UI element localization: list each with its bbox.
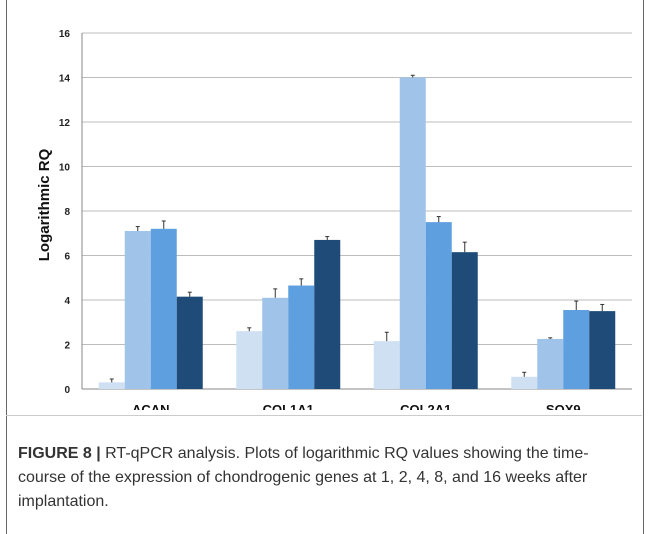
x-tick-label: ACAN	[132, 402, 170, 410]
bar	[314, 239, 341, 389]
bar	[425, 222, 452, 389]
y-axis-label: Logarithmic RQ	[36, 148, 53, 261]
x-tick-label: COL1A1	[263, 402, 314, 410]
bar	[537, 338, 564, 389]
caption-divider	[6, 415, 642, 416]
figure-label: FIGURE 8 |	[18, 445, 101, 462]
bar	[236, 331, 263, 389]
y-tick-label: 12	[59, 118, 71, 129]
bar	[262, 297, 289, 389]
y-tick-label: 10	[59, 163, 71, 174]
x-tick-label: COL2A1	[400, 402, 451, 410]
bar	[373, 341, 400, 389]
figure-caption: FIGURE 8 | RT-qPCR analysis. Plots of lo…	[18, 442, 628, 514]
tick-labels: 0 2 4 6 8 10 12 14 16 ACAN COL1A1 COL2A1 SOX9	[59, 29, 581, 410]
bar	[124, 231, 151, 389]
y-tick-label: 4	[64, 296, 70, 307]
figure-frame	[6, 0, 644, 534]
x-tick-label: SOX9	[546, 402, 581, 410]
bar	[511, 376, 538, 389]
y-tick-label: 16	[59, 29, 71, 40]
bar	[399, 77, 426, 389]
caption-text: RT-qPCR analysis. Plots of logarithmic R…	[18, 445, 589, 510]
bar	[176, 296, 203, 389]
y-tick-label: 14	[59, 74, 71, 85]
gridlines	[82, 32, 632, 345]
y-tick-label: 0	[64, 385, 70, 396]
bar	[589, 311, 616, 389]
y-tick-label: 6	[64, 252, 70, 263]
bar	[288, 285, 315, 389]
bar	[451, 252, 478, 389]
bars	[98, 74, 616, 389]
bar-chart: 0 2 4 6 8 10 12 14 16 ACAN COL1A1 COL2A1 SOX9 Logari…	[36, 29, 632, 410]
bar	[150, 228, 177, 389]
bar	[98, 382, 125, 389]
y-tick-label: 2	[64, 341, 70, 352]
bar	[563, 310, 590, 389]
y-tick-label: 8	[64, 207, 70, 218]
